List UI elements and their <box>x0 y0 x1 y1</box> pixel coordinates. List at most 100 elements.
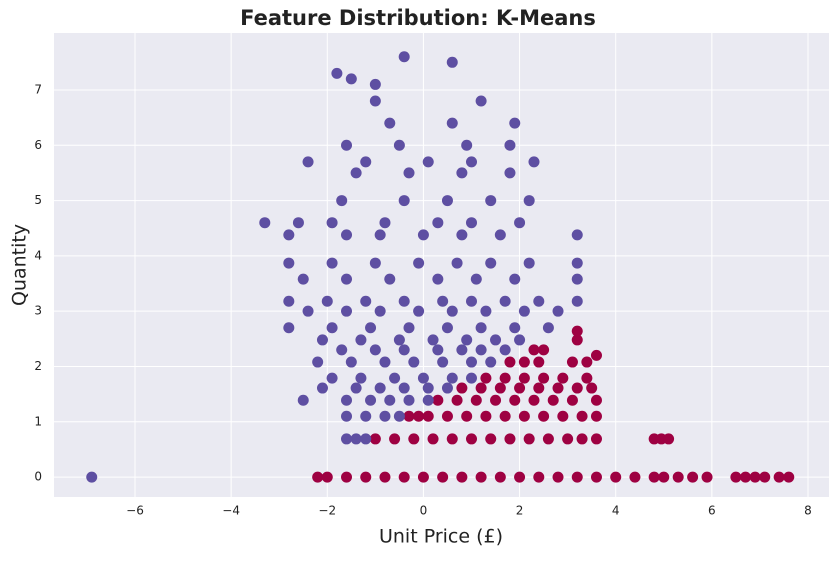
x-tick-label: 8 <box>804 504 812 518</box>
point <box>571 273 583 285</box>
point <box>672 471 684 483</box>
point <box>475 344 487 356</box>
point <box>326 257 338 269</box>
point <box>480 372 492 384</box>
point <box>422 394 434 406</box>
point <box>326 217 338 229</box>
point <box>576 410 588 422</box>
point <box>687 471 699 483</box>
point <box>341 410 353 422</box>
point <box>504 139 516 151</box>
point <box>475 95 487 107</box>
y-tick-label: 3 <box>34 304 42 318</box>
point <box>432 394 444 406</box>
point <box>398 382 410 394</box>
point <box>355 372 367 384</box>
point <box>451 257 463 269</box>
point <box>533 471 545 483</box>
point <box>417 471 429 483</box>
point <box>499 410 511 422</box>
point <box>403 394 415 406</box>
point <box>360 410 372 422</box>
point <box>461 334 473 346</box>
point <box>461 410 473 422</box>
point <box>365 322 377 334</box>
point <box>398 471 410 483</box>
point <box>490 334 502 346</box>
point <box>312 356 324 368</box>
point <box>326 372 338 384</box>
y-tick-label: 4 <box>34 248 42 262</box>
point <box>465 356 477 368</box>
point <box>475 322 487 334</box>
point <box>571 257 583 269</box>
point <box>437 471 449 483</box>
point <box>590 433 602 445</box>
point <box>283 229 295 241</box>
point <box>504 167 516 179</box>
point <box>581 372 593 384</box>
y-tick-label: 1 <box>34 414 42 428</box>
point <box>528 344 540 356</box>
point <box>283 295 295 307</box>
point <box>562 433 574 445</box>
point <box>408 356 420 368</box>
x-tick-label: 0 <box>420 504 428 518</box>
point <box>417 229 429 241</box>
point <box>389 433 401 445</box>
point <box>538 344 550 356</box>
point <box>341 229 353 241</box>
point <box>499 295 511 307</box>
point <box>547 394 559 406</box>
point <box>408 433 420 445</box>
point <box>456 229 468 241</box>
point <box>341 433 353 445</box>
point <box>393 139 405 151</box>
point <box>490 394 502 406</box>
point <box>504 433 516 445</box>
point <box>336 195 348 207</box>
point <box>514 334 526 346</box>
point <box>393 410 405 422</box>
point <box>552 471 564 483</box>
point <box>701 471 713 483</box>
point <box>485 356 497 368</box>
point <box>485 257 497 269</box>
point <box>350 382 362 394</box>
point <box>514 382 526 394</box>
x-tick-label: −2 <box>318 504 336 518</box>
point <box>432 217 444 229</box>
point <box>485 433 497 445</box>
point <box>341 394 353 406</box>
point <box>528 156 540 168</box>
point <box>398 195 410 207</box>
point <box>465 295 477 307</box>
y-tick-label: 7 <box>34 82 42 96</box>
point <box>494 229 506 241</box>
point <box>557 372 569 384</box>
point <box>542 322 554 334</box>
point <box>446 372 458 384</box>
point <box>518 372 530 384</box>
point <box>571 382 583 394</box>
point <box>571 471 583 483</box>
x-tick-label: 2 <box>516 504 524 518</box>
point <box>437 356 449 368</box>
point <box>292 217 304 229</box>
point <box>538 410 550 422</box>
point <box>504 356 516 368</box>
point <box>422 382 434 394</box>
point <box>514 217 526 229</box>
point <box>283 322 295 334</box>
point <box>398 344 410 356</box>
point <box>302 156 314 168</box>
point <box>456 167 468 179</box>
point <box>369 78 381 90</box>
y-tick-label: 5 <box>34 193 42 207</box>
point <box>456 344 468 356</box>
point <box>369 257 381 269</box>
point <box>441 410 453 422</box>
point <box>369 433 381 445</box>
point <box>427 334 439 346</box>
point <box>480 410 492 422</box>
